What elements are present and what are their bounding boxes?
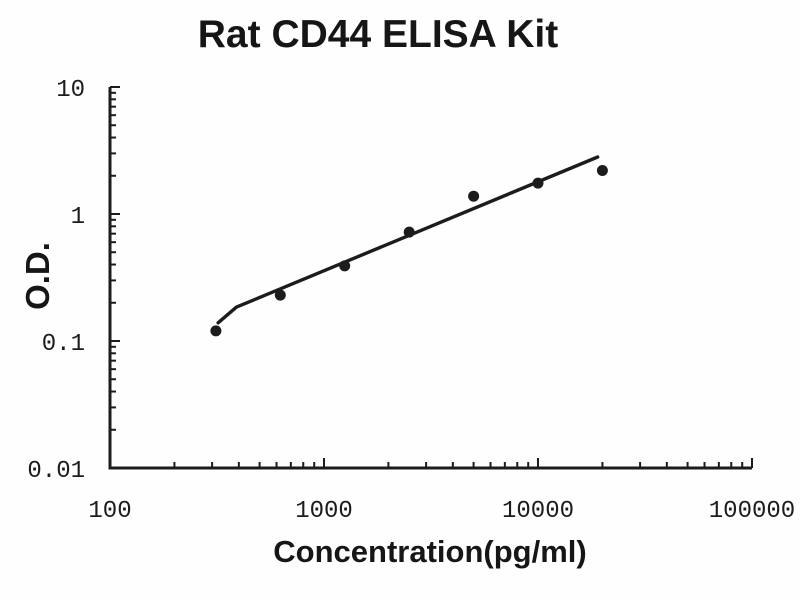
x-tick-label: 10000 <box>502 498 574 525</box>
x-tick-label: 100 <box>88 498 131 525</box>
y-tick-label: 10 <box>56 77 85 104</box>
y-tick-label: 0.1 <box>42 331 85 358</box>
axis-frame <box>108 87 752 470</box>
data-point <box>274 289 286 301</box>
data-point <box>403 226 415 238</box>
chart-title: Rat CD44 ELISA Kit <box>197 13 559 56</box>
x-tick-label: 1000 <box>295 498 353 525</box>
x-tick-label: 100000 <box>709 498 795 525</box>
data-point <box>468 190 480 202</box>
data-point <box>210 325 222 337</box>
x-axis-label: Concentration(pg/ml) <box>273 534 587 569</box>
fit-line <box>216 155 600 325</box>
y-tick-label: 1 <box>71 204 85 231</box>
data-point <box>532 177 544 189</box>
data-point <box>596 165 608 176</box>
y-tick-label: 0.01 <box>27 458 85 485</box>
data-point <box>339 260 351 272</box>
